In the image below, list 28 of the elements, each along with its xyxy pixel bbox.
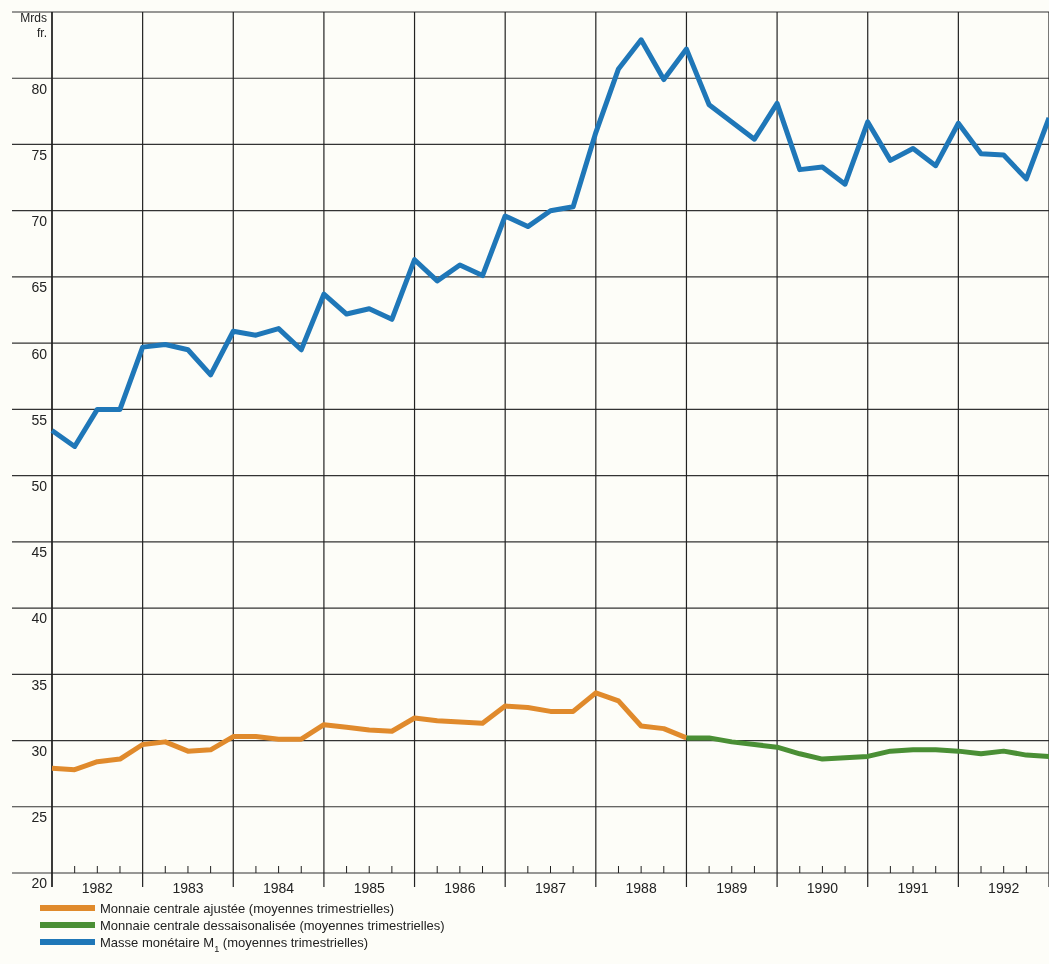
x-tick-label: 1992 <box>988 880 1020 896</box>
x-tick-label: 1987 <box>534 880 567 896</box>
y-tick-label: 60 <box>31 345 48 362</box>
x-tick-label: 1991 <box>897 880 929 896</box>
legend-label: Monnaie centrale dessaisonalisée (moyennes trimestrielles) <box>100 918 445 933</box>
y-tick-label: 65 <box>31 279 48 296</box>
legend-label: Monnaie centrale ajustée (moyennes trimestrielles) <box>100 901 395 916</box>
y-tick-label: 40 <box>31 610 48 627</box>
x-tick-label: 1982 <box>81 880 114 896</box>
x-tick-label: 1983 <box>172 880 204 896</box>
x-tick-label: 1988 <box>625 880 657 896</box>
legend-label: Masse monétaire M$_{1}$ (moyennes trimestrielles) <box>100 935 369 954</box>
y-tick-label: 25 <box>31 809 48 826</box>
y-tick-label: 35 <box>31 676 48 693</box>
x-tick-label: 1986 <box>444 880 476 896</box>
x-tick-label: 1985 <box>353 880 386 896</box>
x-tick-label: 1989 <box>716 880 748 896</box>
y-tick-label: 20 <box>31 875 48 892</box>
y-tick-label: 55 <box>31 411 48 428</box>
y-axis-title: Mrds fr. <box>20 11 47 40</box>
y-tick-label: 80 <box>31 80 48 97</box>
y-tick-label: 45 <box>31 544 48 561</box>
y-tick-label: 70 <box>31 213 48 230</box>
x-tick-label: 1990 <box>806 880 839 896</box>
y-tick-label: 30 <box>31 742 48 759</box>
y-tick-label: 50 <box>31 478 48 495</box>
x-tick-label: 1984 <box>263 880 295 896</box>
y-tick-label: 75 <box>31 146 48 163</box>
